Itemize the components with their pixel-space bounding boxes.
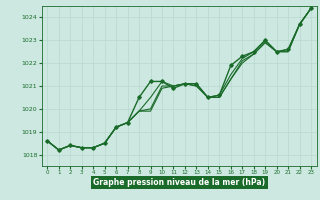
X-axis label: Graphe pression niveau de la mer (hPa): Graphe pression niveau de la mer (hPa) (93, 178, 265, 187)
